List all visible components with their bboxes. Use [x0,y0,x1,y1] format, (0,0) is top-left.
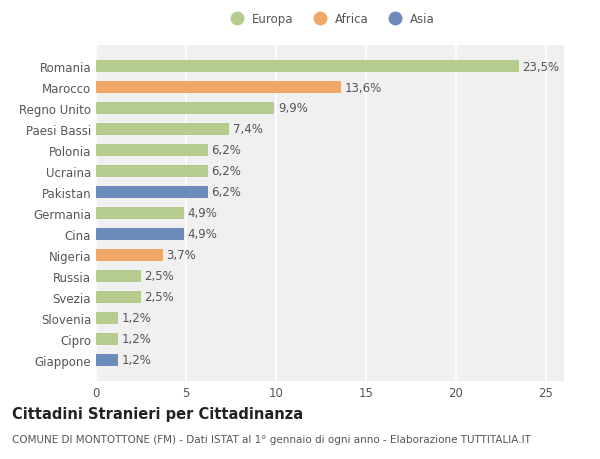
Text: 3,7%: 3,7% [166,249,196,262]
Text: 13,6%: 13,6% [344,81,382,94]
Text: COMUNE DI MONTOTTONE (FM) - Dati ISTAT al 1° gennaio di ogni anno - Elaborazione: COMUNE DI MONTOTTONE (FM) - Dati ISTAT a… [12,434,531,444]
Bar [96,145,208,157]
Text: 4,9%: 4,9% [188,207,218,220]
Text: 9,9%: 9,9% [278,102,308,115]
Bar [96,270,141,282]
Text: Cittadini Stranieri per Cittadinanza: Cittadini Stranieri per Cittadinanza [12,406,303,421]
Legend: Europa, Africa, Asia: Europa, Africa, Asia [220,8,440,31]
Text: 1,2%: 1,2% [121,333,151,346]
Bar [96,333,118,345]
Text: 2,5%: 2,5% [145,270,175,283]
Bar [96,124,229,135]
Text: 4,9%: 4,9% [188,228,218,241]
Bar [96,291,141,303]
Text: 1,2%: 1,2% [121,312,151,325]
Text: 1,2%: 1,2% [121,353,151,366]
Bar [96,103,274,114]
Text: 2,5%: 2,5% [145,291,175,304]
Bar [96,250,163,261]
Text: 6,2%: 6,2% [211,165,241,178]
Text: 6,2%: 6,2% [211,144,241,157]
Bar [96,354,118,366]
Text: 6,2%: 6,2% [211,186,241,199]
Bar [96,187,208,198]
Bar [96,166,208,177]
Bar [96,82,341,94]
Bar [96,229,184,240]
Text: 7,4%: 7,4% [233,123,263,136]
Bar [96,61,519,73]
Text: 23,5%: 23,5% [523,61,560,73]
Bar [96,207,184,219]
Bar [96,313,118,324]
